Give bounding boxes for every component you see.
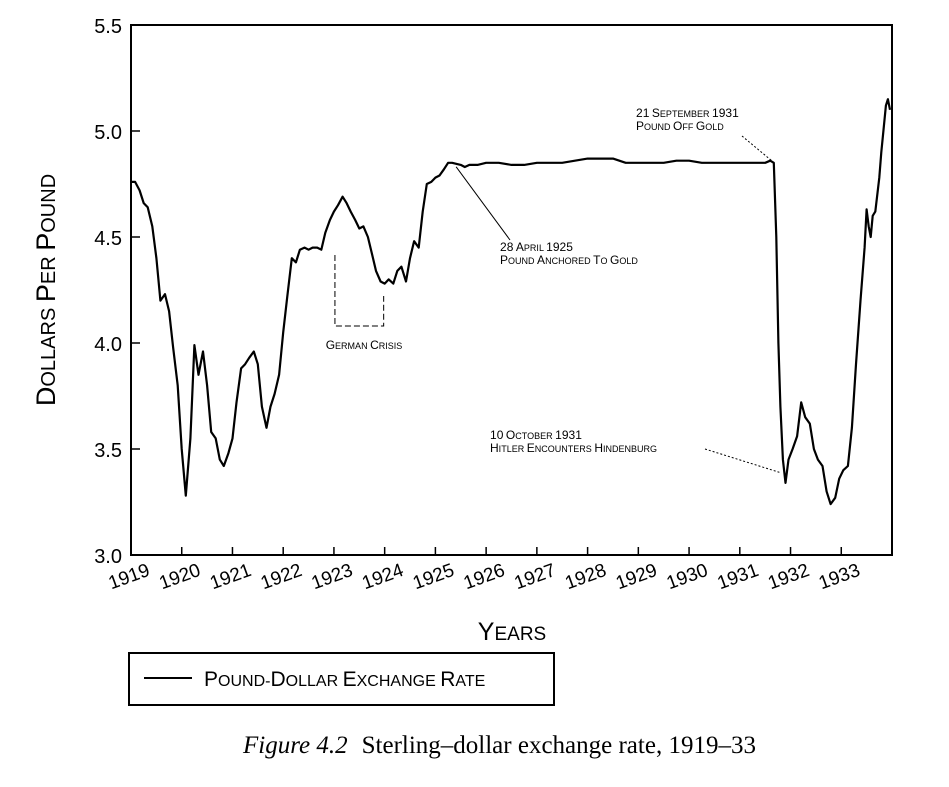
x-tick-label: 1921 — [207, 560, 254, 594]
y-tick-label: 3.5 — [94, 440, 122, 462]
x-tick-label: 1933 — [816, 560, 863, 594]
x-tick-label: 1922 — [258, 560, 305, 594]
x-tick-label: 1927 — [512, 560, 559, 594]
legend-label: POUND-DOLLAR EXCHANGE RATE — [204, 668, 485, 691]
annotation-label: POUND OFF GOLD — [636, 119, 724, 133]
annotation-leader — [455, 166, 511, 241]
annotation-label: GERMAN CRISIS — [326, 338, 403, 352]
annotation-label: 10 OCTOBER 1931 — [490, 428, 582, 442]
x-tick-label: 1923 — [309, 560, 356, 594]
x-tick-label: 1926 — [461, 560, 508, 594]
x-tick-label: 1924 — [359, 560, 406, 594]
annotation-label: POUND ANCHORED TO GOLD — [500, 253, 638, 267]
y-tick-label: 3.0 — [94, 546, 122, 568]
series-group — [131, 98, 892, 506]
legend: POUND-DOLLAR EXCHANGE RATE — [128, 652, 555, 706]
series-line — [131, 98, 892, 506]
x-tick-label: 1928 — [562, 560, 609, 594]
annotation-label: 21 SEPTEMBER 1931 — [636, 106, 739, 120]
figure-number: Figure 4.2 — [243, 732, 348, 759]
y-axis-label: DOLLARS PER POUND — [31, 174, 61, 406]
x-axis-label: YEARS — [478, 618, 546, 646]
figure-caption: Figure 4.2 Sterling–dollar exchange rate,… — [243, 732, 756, 760]
plot-frame — [130, 24, 893, 556]
y-tick-label: 5.5 — [94, 16, 122, 38]
annotation-label: 28 APRIL 1925 — [500, 240, 573, 254]
annotation-leader — [741, 135, 773, 162]
y-tick-label: 4.0 — [94, 334, 122, 356]
annotation-leader — [704, 448, 780, 473]
german-crisis-bracket — [334, 255, 385, 327]
annotation-label: HITLER ENCOUNTERS HINDENBURG — [490, 441, 657, 455]
x-tick-label: 1932 — [765, 560, 812, 594]
y-axis: 3.0 3.5 4.0 4.5 5.0 5.5 — [94, 16, 140, 568]
y-tick-label: 5.0 — [94, 122, 122, 144]
x-tick-label: 1931 — [715, 560, 762, 594]
x-tick-label: 1925 — [410, 560, 457, 594]
figure-title: Sterling–dollar exchange rate, 1919–33 — [361, 732, 756, 759]
x-tick-label: 1930 — [664, 560, 711, 594]
x-tick-label: 1920 — [157, 560, 204, 594]
legend-box — [128, 652, 555, 706]
x-tick-label: 1929 — [613, 560, 660, 594]
y-tick-label: 4.5 — [94, 228, 122, 250]
